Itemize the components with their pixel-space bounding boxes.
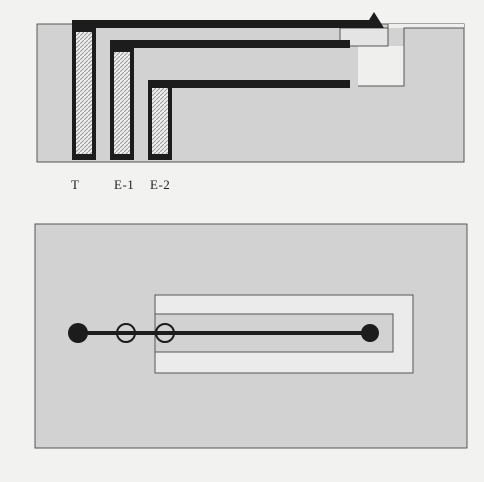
electrode-e1 [110,40,350,160]
notch [358,24,464,86]
label-e2: E-2 [150,177,171,192]
top-view-panel [34,223,468,449]
electrode-t [72,12,384,160]
tip-icon [364,12,384,28]
large-electrode-icon [68,323,88,343]
end-electrode-icon [361,324,379,342]
cross-section-panel [36,12,465,163]
label-e1: E-1 [114,177,135,192]
label-t: T [71,177,80,192]
small-electrode-icon [155,323,175,343]
electrode-e2 [148,80,350,160]
small-electrode-icon [116,323,136,343]
